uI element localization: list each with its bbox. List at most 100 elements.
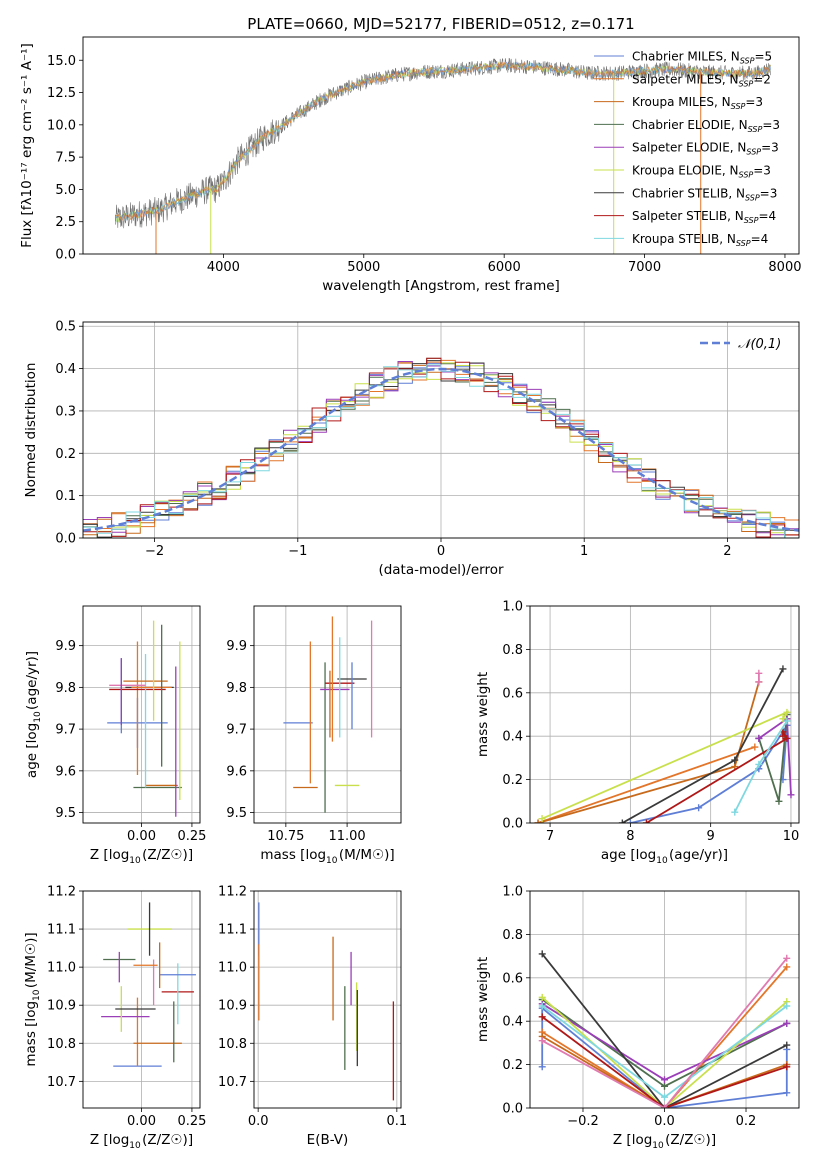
y-axis-label: age [log10 (age/yr)] bbox=[24, 651, 43, 778]
series-marker bbox=[538, 993, 546, 1001]
series-line bbox=[541, 710, 790, 820]
x-axis-label: Z [log10 (Z/Z☉)] bbox=[613, 1132, 716, 1151]
series-line bbox=[541, 1016, 788, 1108]
x-axis-label: age [log10 (age/yr)] bbox=[601, 847, 728, 866]
y-tick-label: 12.5 bbox=[47, 86, 76, 101]
y-tick-label: 9.6 bbox=[226, 764, 247, 779]
y-tick-label: 0.2 bbox=[55, 447, 76, 462]
y-tick-label: 11.2 bbox=[47, 885, 76, 900]
y-tick-label: 5.0 bbox=[55, 183, 76, 198]
y-tick-label: 10.9 bbox=[47, 999, 76, 1014]
axes-frame bbox=[253, 605, 402, 824]
chart-title: PLATE=0660, MJD=52177, FIBERID=0512, z=0… bbox=[247, 15, 634, 33]
series-marker bbox=[783, 717, 791, 725]
series-marker bbox=[783, 734, 791, 742]
panel-2: 0.00 0.25 9.5 9.6 9.7 9.8 9.9 Z [log10 (Z/Z☉)] a… bbox=[24, 605, 206, 866]
series-marker bbox=[731, 808, 739, 816]
y-tick-label: 0.8 bbox=[502, 928, 523, 943]
y-tick-label: 10.9 bbox=[218, 999, 247, 1014]
x-tick-label: 8000 bbox=[768, 260, 801, 275]
x-tick-label: 7000 bbox=[628, 260, 661, 275]
y-tick-label: 0.4 bbox=[502, 1015, 523, 1030]
x-tick-label: 11.00 bbox=[328, 829, 365, 844]
y-tick-label: 0.5 bbox=[55, 320, 76, 335]
plot-area bbox=[258, 902, 395, 1101]
series-line bbox=[541, 957, 788, 1108]
x-tick-label: 1 bbox=[580, 544, 588, 559]
series-marker bbox=[695, 804, 703, 812]
weight-series-2 bbox=[534, 678, 763, 823]
model-spectrum-2 bbox=[115, 61, 771, 222]
series-marker bbox=[661, 1104, 668, 1108]
y-tick-label: 10.7 bbox=[218, 1075, 247, 1090]
y-tick-label: 11.0 bbox=[218, 961, 247, 976]
series-line bbox=[541, 1035, 788, 1108]
series-marker bbox=[642, 819, 650, 823]
y-tick-label: 15.0 bbox=[47, 54, 76, 69]
legend-entry: Kroupa ELODIE, NSSP=3 bbox=[632, 164, 771, 180]
series-marker bbox=[783, 1002, 791, 1010]
y-tick-label: 0.4 bbox=[502, 730, 523, 745]
plot-area bbox=[534, 665, 795, 823]
series-marker bbox=[755, 760, 763, 768]
series-marker bbox=[779, 732, 787, 740]
x-axis-label: (data-model)/error bbox=[378, 562, 504, 578]
legend: Chabrier MILES, NSSP=5 Salpeter MILES, NS… bbox=[594, 50, 780, 248]
plot-area bbox=[538, 950, 791, 1108]
series-marker bbox=[534, 819, 542, 823]
panel-4: 7 8 9 10 0.0 0.2 0.4 0.6 0.8 1.0 age [log10 (age/y… bbox=[475, 600, 800, 866]
model-spectrum-3 bbox=[115, 61, 771, 221]
legend-entry: Kroupa MILES, NSSP=3 bbox=[632, 95, 763, 111]
y-tick-label: 0.0 bbox=[502, 817, 523, 832]
series-marker bbox=[787, 791, 795, 799]
series-line bbox=[541, 953, 788, 1108]
series-marker bbox=[538, 1013, 546, 1021]
x-tick-label: −0.2 bbox=[567, 1114, 599, 1129]
y-tick-label: 0.4 bbox=[55, 362, 76, 377]
y-tick-label: 10.8 bbox=[218, 1037, 247, 1052]
x-tick-label: 0.25 bbox=[177, 829, 206, 844]
legend-entry: Chabrier MILES, NSSP=5 bbox=[632, 50, 772, 66]
y-axis-label: mass weight bbox=[475, 957, 491, 1042]
y-tick-label: 9.6 bbox=[55, 764, 76, 779]
weight-series-5 bbox=[538, 708, 791, 823]
legend-entry: Chabrier STELIB, NSSP=3 bbox=[632, 186, 777, 202]
panel-1: −2 −1 0 1 2 0.0 0.1 0.2 0.3 0.4 0.5 (data-model)/er… bbox=[23, 320, 800, 578]
plot-area bbox=[83, 357, 799, 538]
series-marker bbox=[731, 756, 739, 764]
series-marker bbox=[751, 743, 759, 751]
y-tick-label: 0.1 bbox=[55, 489, 76, 504]
x-tick-label: 0.00 bbox=[127, 829, 156, 844]
series-marker bbox=[538, 1037, 546, 1045]
y-axis-label: Flux [fλ10⁻¹⁷ erg cm⁻² s⁻¹ A⁻¹] bbox=[19, 43, 35, 248]
x-tick-label: 5000 bbox=[347, 260, 380, 275]
weight-series-9 bbox=[755, 669, 763, 686]
series-marker bbox=[755, 669, 763, 677]
series-line bbox=[621, 668, 784, 823]
y-tick-label: 9.7 bbox=[55, 723, 76, 738]
x-tick-label: 2 bbox=[723, 544, 731, 559]
x-tick-label: 7 bbox=[546, 829, 554, 844]
x-tick-label: 0.0 bbox=[654, 1114, 675, 1129]
y-tick-label: 1.0 bbox=[502, 885, 523, 900]
axes-frame bbox=[82, 36, 800, 255]
panel-0: 4000 5000 6000 7000 8000 0.0 2.5 5.0 7.5 10.0 12.5… bbox=[19, 15, 802, 294]
x-tick-label: 6000 bbox=[488, 260, 521, 275]
plot-area bbox=[107, 620, 182, 817]
x-tick-label: −1 bbox=[288, 544, 307, 559]
y-tick-label: 9.8 bbox=[226, 681, 247, 696]
series-marker bbox=[783, 954, 791, 962]
series-marker bbox=[783, 1019, 791, 1027]
panel-6: 0.0 0.1 10.7 10.8 10.9 11.0 11.1 11.2 E(B-V) bbox=[218, 885, 407, 1149]
axes-frame bbox=[82, 890, 201, 1109]
x-axis-label: Z [log10 (Z/Z☉)] bbox=[90, 1132, 193, 1151]
plot-area bbox=[283, 616, 373, 813]
series-line bbox=[537, 746, 756, 823]
x-tick-label: 8 bbox=[626, 829, 634, 844]
series-marker bbox=[779, 665, 787, 673]
y-tick-label: 0.6 bbox=[502, 686, 523, 701]
series-marker bbox=[538, 1002, 546, 1010]
x-tick-label: 0.2 bbox=[736, 1114, 757, 1129]
plot-area bbox=[101, 902, 196, 1067]
